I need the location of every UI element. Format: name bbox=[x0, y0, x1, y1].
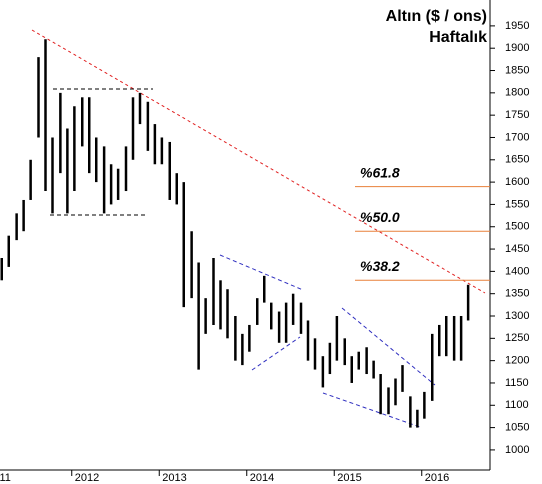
pattern-line bbox=[219, 254, 304, 291]
chart-subtitle: Haftalık bbox=[429, 29, 487, 46]
y-tick-label: 1150 bbox=[505, 377, 529, 389]
x-tick-label: 2014 bbox=[250, 472, 274, 484]
pattern-line bbox=[322, 392, 421, 428]
y-tick-label: 1700 bbox=[505, 131, 529, 143]
chart-title: Altın ($ / ons) bbox=[386, 8, 487, 25]
y-tick-label: 1800 bbox=[505, 87, 529, 99]
y-tick-label: 1600 bbox=[505, 176, 529, 188]
x-tick-label: 2013 bbox=[162, 472, 186, 484]
y-tick-label: 1950 bbox=[505, 20, 529, 32]
y-tick-label: 1100 bbox=[505, 399, 529, 411]
level-label: %38.2 bbox=[360, 258, 400, 274]
y-tick-label: 1050 bbox=[505, 422, 529, 434]
y-tick-label: 1550 bbox=[505, 198, 529, 210]
y-tick-label: 1500 bbox=[505, 221, 529, 233]
x-tick-label: 2015 bbox=[337, 472, 361, 484]
y-tick-label: 1850 bbox=[505, 64, 529, 76]
x-tick-label: 2012 bbox=[75, 472, 99, 484]
x-tick-label: 2011 bbox=[0, 472, 11, 484]
y-tick-label: 1200 bbox=[505, 355, 529, 367]
pattern-line bbox=[251, 336, 301, 371]
y-tick-label: 1650 bbox=[505, 154, 529, 166]
y-tick-label: 1300 bbox=[505, 310, 529, 322]
y-tick-label: 1350 bbox=[505, 288, 529, 300]
level-label: %50.0 bbox=[360, 209, 400, 225]
level-label: %61.8 bbox=[360, 164, 400, 180]
y-tick-label: 1450 bbox=[505, 243, 529, 255]
x-tick-label: 2016 bbox=[425, 472, 449, 484]
y-tick-label: 1750 bbox=[505, 109, 529, 121]
pattern-line bbox=[341, 307, 436, 386]
y-tick-label: 1900 bbox=[505, 42, 529, 54]
y-tick-label: 1400 bbox=[505, 265, 529, 277]
y-tick-label: 1000 bbox=[505, 444, 529, 456]
y-tick-label: 1250 bbox=[505, 332, 529, 344]
